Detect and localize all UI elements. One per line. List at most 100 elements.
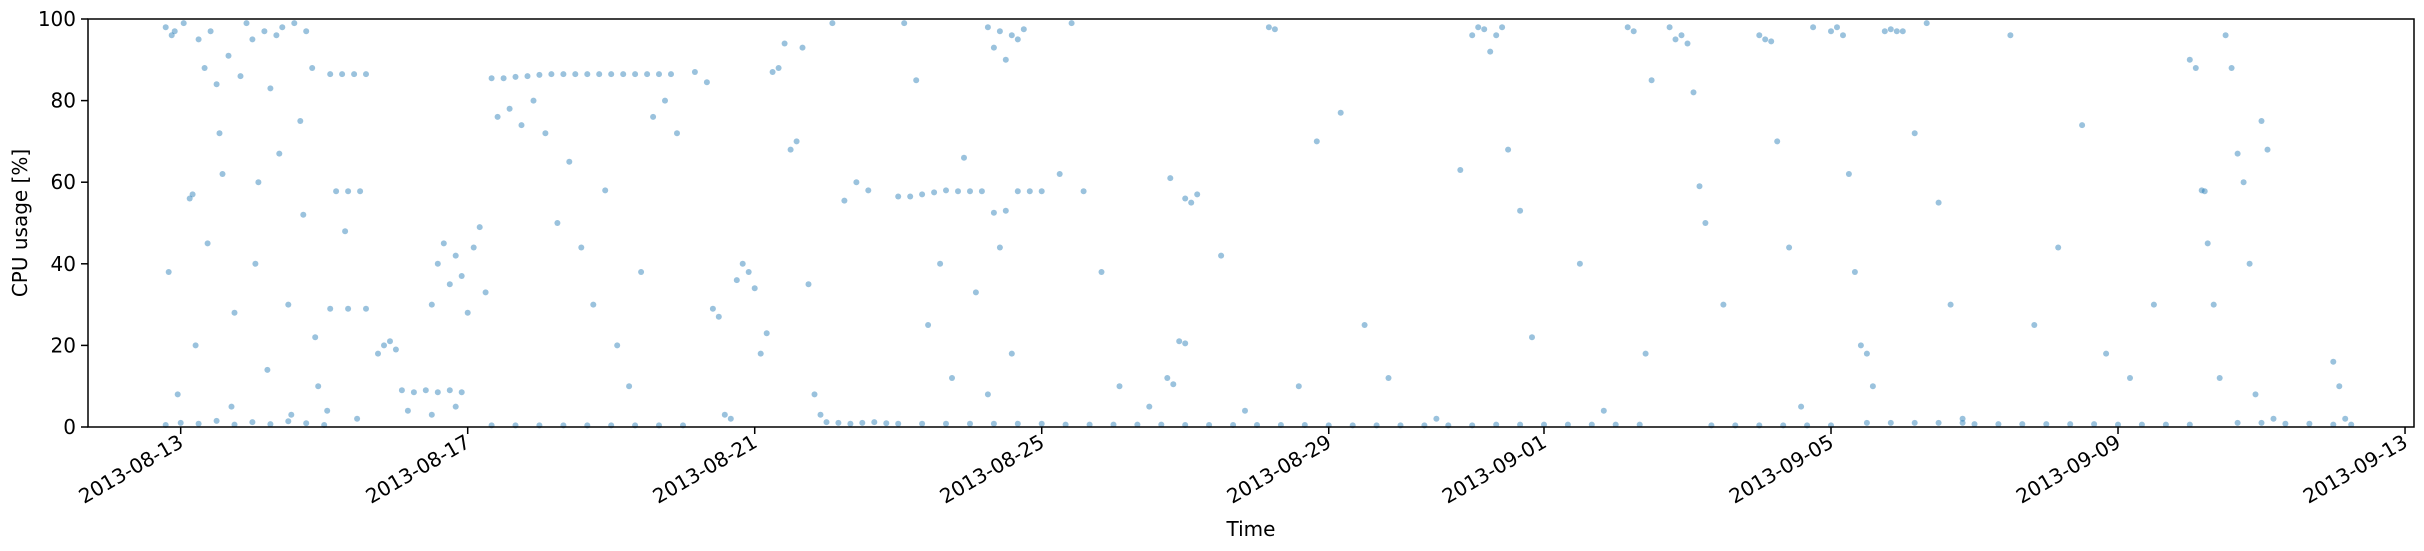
data-point bbox=[799, 44, 806, 51]
data-point bbox=[327, 71, 334, 78]
data-point bbox=[1911, 419, 1918, 426]
data-point bbox=[751, 285, 758, 292]
data-point bbox=[859, 419, 866, 426]
data-point bbox=[1947, 301, 1954, 308]
data-point bbox=[781, 40, 788, 47]
data-point bbox=[2007, 32, 2014, 39]
data-point bbox=[542, 130, 549, 137]
data-point bbox=[787, 146, 794, 153]
data-point bbox=[937, 260, 944, 267]
data-point bbox=[201, 65, 208, 71]
data-point bbox=[1134, 421, 1141, 428]
data-point bbox=[1678, 32, 1685, 39]
data-point bbox=[189, 191, 196, 198]
data-point bbox=[446, 281, 453, 288]
data-point bbox=[231, 309, 238, 316]
data-point bbox=[351, 71, 358, 78]
data-point bbox=[1517, 207, 1524, 214]
data-point bbox=[1182, 340, 1189, 347]
data-point bbox=[1600, 407, 1607, 414]
data-point bbox=[1696, 183, 1703, 190]
y-tick-label: 40 bbox=[51, 252, 76, 276]
data-point bbox=[1774, 138, 1781, 145]
y-axis-label: CPU usage [%] bbox=[8, 149, 32, 297]
data-point bbox=[327, 305, 334, 312]
x-tick-label: 2013-09-13 bbox=[2299, 430, 2412, 509]
data-point bbox=[1167, 175, 1174, 182]
data-point bbox=[387, 338, 393, 345]
data-point bbox=[1469, 32, 1476, 39]
data-point bbox=[1857, 342, 1864, 349]
data-point bbox=[1361, 322, 1368, 328]
data-point bbox=[2330, 421, 2337, 428]
data-point bbox=[644, 71, 651, 78]
data-point bbox=[1313, 138, 1320, 145]
data-point bbox=[590, 301, 597, 308]
data-point bbox=[1935, 199, 1942, 206]
data-point bbox=[216, 130, 223, 137]
data-point bbox=[195, 36, 202, 43]
data-point bbox=[530, 97, 537, 104]
data-point bbox=[949, 375, 955, 381]
data-point bbox=[1493, 32, 1500, 39]
data-point bbox=[2234, 419, 2241, 426]
data-point bbox=[312, 334, 319, 341]
plot-area-frame bbox=[87, 18, 2415, 428]
data-point bbox=[1756, 32, 1763, 39]
data-point bbox=[1971, 421, 1978, 428]
data-point bbox=[990, 209, 997, 216]
data-point bbox=[1182, 195, 1189, 202]
data-point bbox=[1008, 350, 1015, 357]
data-point bbox=[835, 419, 842, 426]
data-point bbox=[733, 277, 740, 284]
data-point bbox=[984, 391, 991, 398]
data-point bbox=[195, 420, 202, 427]
data-point bbox=[2246, 260, 2253, 267]
data-point bbox=[524, 73, 531, 80]
data-point bbox=[1576, 260, 1583, 267]
data-point bbox=[793, 138, 800, 145]
data-point bbox=[1218, 252, 1225, 259]
data-point bbox=[2216, 375, 2223, 381]
data-point bbox=[602, 187, 609, 194]
data-point bbox=[1828, 28, 1834, 35]
data-point bbox=[404, 407, 411, 414]
data-point bbox=[398, 387, 405, 394]
x-axis: 2013-08-13 2013-08-17 2013-08-21 2013-08-25… bbox=[75, 427, 2412, 508]
data-point bbox=[1014, 188, 1021, 195]
data-point bbox=[1702, 220, 1709, 226]
data-point bbox=[584, 71, 591, 78]
data-point bbox=[2091, 421, 2098, 428]
data-point bbox=[1020, 26, 1027, 33]
data-point bbox=[339, 71, 346, 78]
data-point bbox=[1475, 24, 1482, 31]
data-point bbox=[1666, 24, 1673, 31]
data-point bbox=[1457, 167, 1464, 173]
data-point bbox=[1295, 383, 1302, 390]
data-point bbox=[901, 20, 908, 27]
data-point bbox=[174, 391, 181, 398]
data-point bbox=[990, 420, 997, 427]
data-point bbox=[1642, 350, 1649, 357]
data-point bbox=[506, 105, 513, 112]
data-point bbox=[1612, 421, 1619, 428]
data-point bbox=[285, 418, 292, 425]
data-point bbox=[303, 28, 310, 35]
data-point bbox=[2282, 420, 2289, 427]
data-point bbox=[943, 187, 949, 194]
data-point bbox=[2330, 358, 2337, 365]
data-point bbox=[440, 240, 447, 247]
data-point bbox=[297, 118, 304, 124]
data-point bbox=[1265, 24, 1272, 31]
data-point bbox=[428, 301, 435, 308]
data-point bbox=[1541, 421, 1547, 428]
data-point bbox=[2067, 421, 2074, 428]
data-point bbox=[345, 305, 352, 312]
data-point bbox=[996, 28, 1003, 35]
data-point bbox=[805, 281, 812, 288]
data-point bbox=[1672, 36, 1679, 43]
x-tick-label: 2013-09-09 bbox=[2012, 430, 2125, 509]
data-point bbox=[2162, 421, 2169, 428]
data-point bbox=[1062, 421, 1069, 428]
data-point bbox=[494, 113, 501, 120]
